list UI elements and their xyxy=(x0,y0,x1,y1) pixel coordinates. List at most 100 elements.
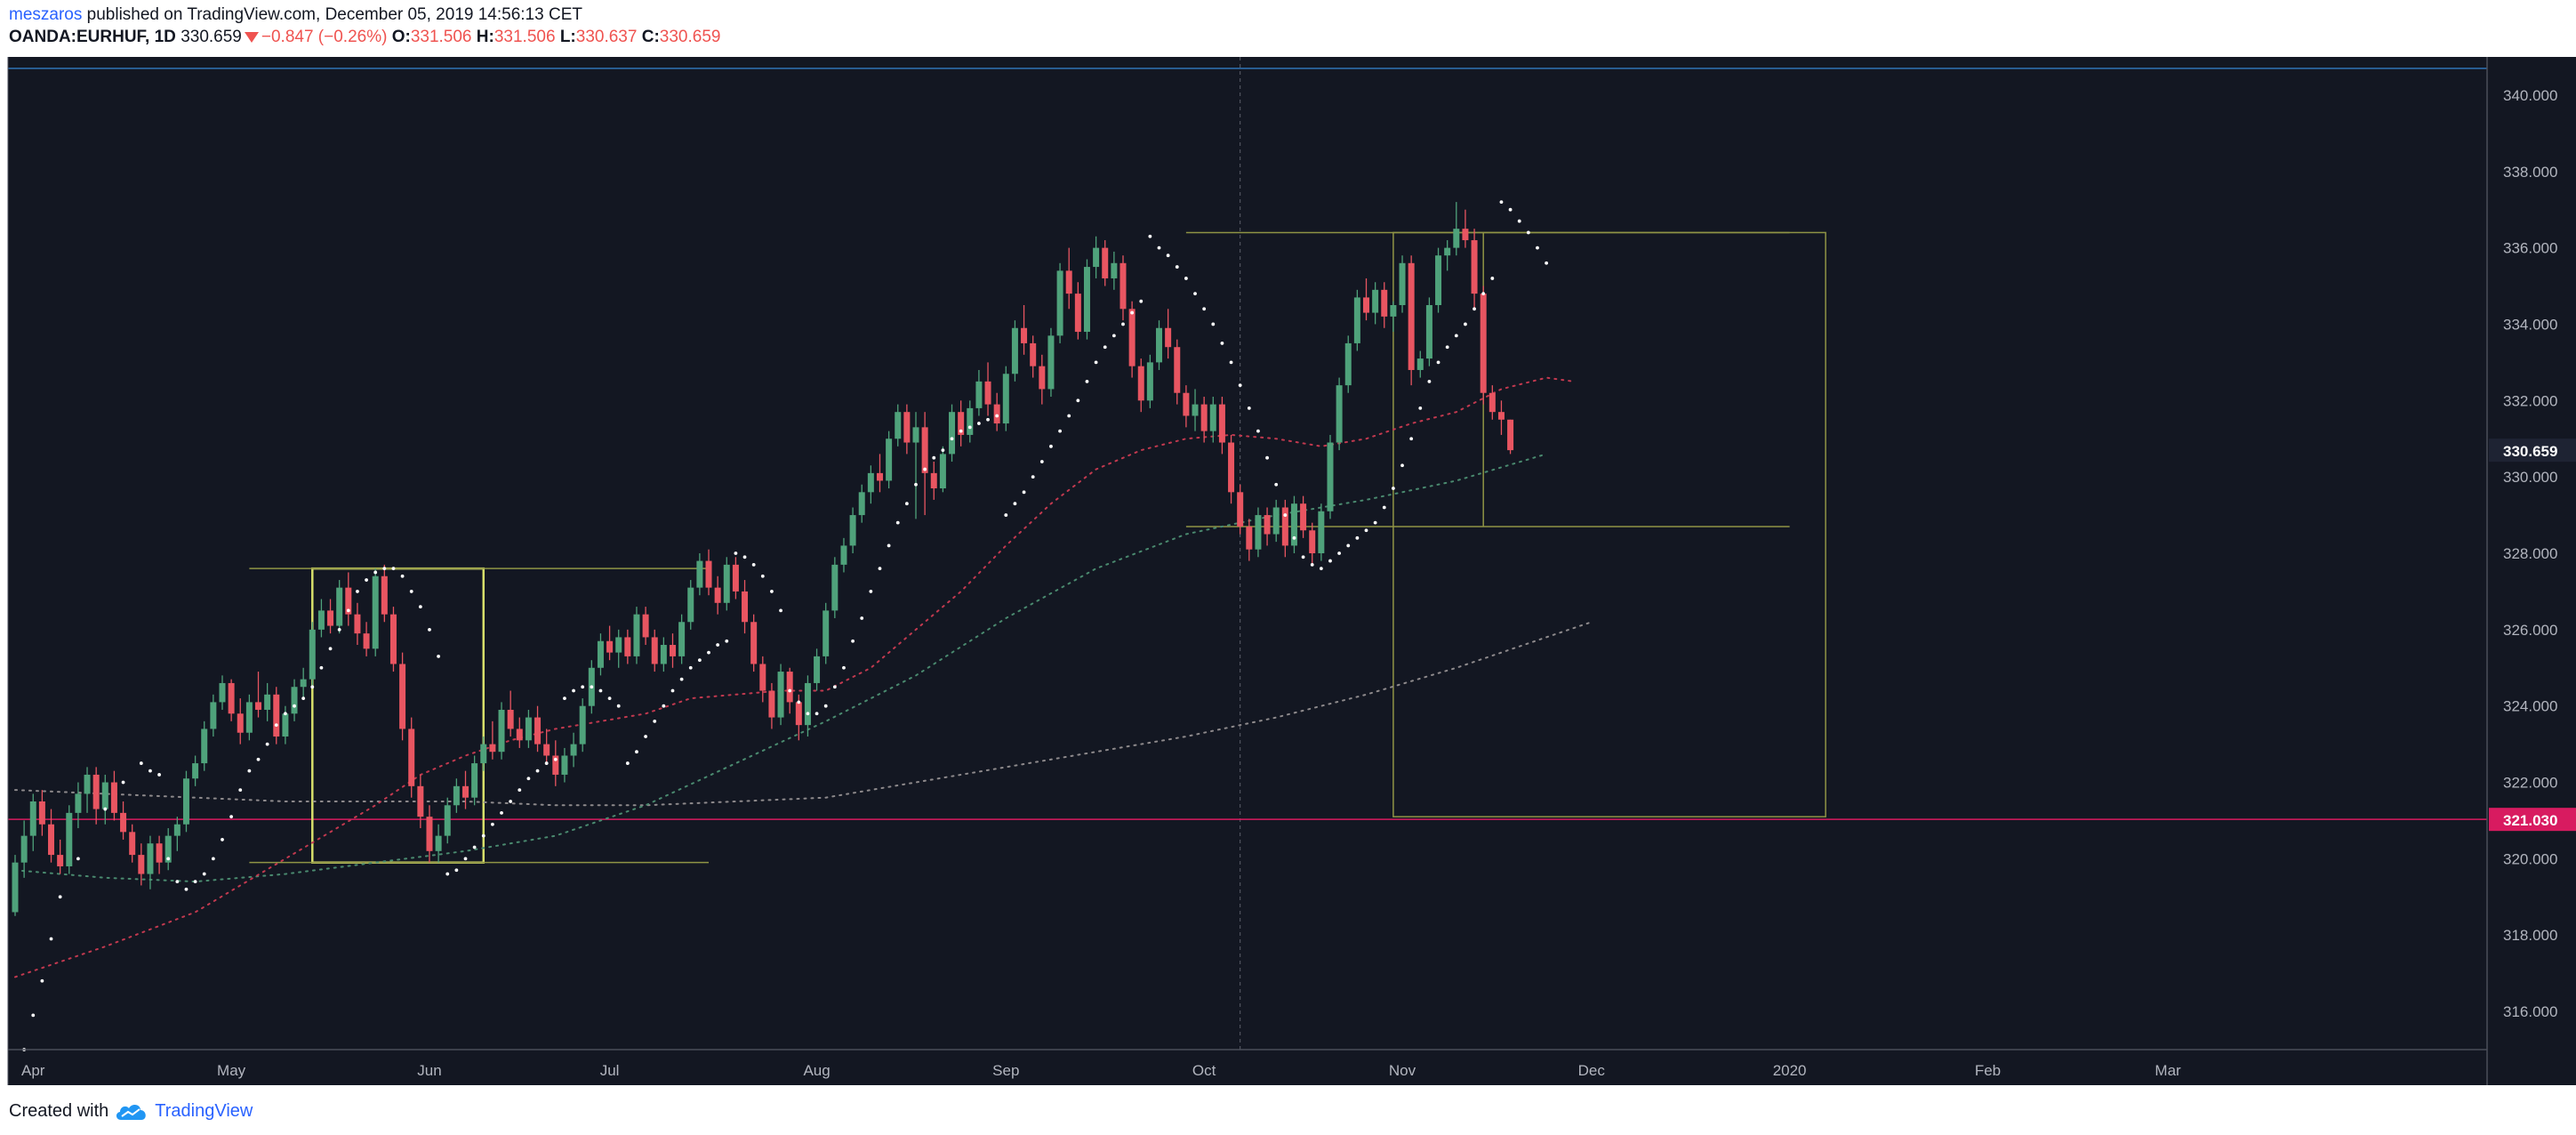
sar-dot xyxy=(779,608,782,613)
candle-body xyxy=(984,381,991,405)
sar-dot xyxy=(581,685,585,689)
candle-body xyxy=(129,832,136,856)
candle-body xyxy=(282,713,289,737)
author-link[interactable]: meszaros xyxy=(9,5,83,24)
sar-dot xyxy=(1436,360,1440,365)
candle xyxy=(345,572,352,626)
candle xyxy=(1119,255,1127,321)
sar-dot xyxy=(941,448,945,453)
sar-dot xyxy=(1445,345,1449,350)
tradingview-brand-link[interactable]: TradingView xyxy=(155,1101,253,1121)
candle-body xyxy=(1435,255,1442,305)
time-tick-label: Sep xyxy=(992,1062,1019,1079)
price-tick-label: 322.000 xyxy=(2503,775,2557,792)
time-tick-label: May xyxy=(217,1062,246,1079)
sar-dot xyxy=(616,704,621,708)
candle xyxy=(417,774,424,829)
price-tick-label: 324.000 xyxy=(2503,698,2557,715)
candle xyxy=(597,633,604,676)
price-tick-label: 326.000 xyxy=(2503,622,2557,639)
sar-dot xyxy=(1211,322,1216,326)
candle-body xyxy=(245,702,253,733)
candle xyxy=(867,465,874,504)
candle-body xyxy=(255,702,262,710)
candle xyxy=(389,607,397,672)
candle-body xyxy=(876,472,883,481)
sar-dot xyxy=(1382,505,1386,510)
sar-dot xyxy=(356,590,359,593)
price-tick-label: 318.000 xyxy=(2503,927,2557,944)
sar-dot xyxy=(1481,292,1486,296)
candle-body xyxy=(1344,342,1352,386)
candle xyxy=(742,580,749,634)
candle xyxy=(489,720,496,760)
sar-dot xyxy=(319,665,324,670)
candle xyxy=(408,717,415,798)
candle xyxy=(1002,366,1009,431)
candle-body xyxy=(210,702,217,729)
candle-body xyxy=(1119,262,1127,310)
candle-body xyxy=(182,778,189,825)
time-tick-label: Oct xyxy=(1192,1062,1216,1079)
price-tick-label: 340.000 xyxy=(2503,87,2557,104)
candle-body xyxy=(444,805,451,836)
candle xyxy=(1344,335,1352,393)
candle-body xyxy=(1111,262,1118,278)
candle xyxy=(516,717,523,748)
candle-body xyxy=(219,682,226,703)
last-price: 330.659 xyxy=(181,28,242,46)
candle-body xyxy=(1011,327,1018,374)
candle-body xyxy=(471,763,478,798)
candle-body xyxy=(949,412,956,455)
candle xyxy=(1264,507,1271,546)
candle-body xyxy=(1416,358,1424,370)
sar-dot xyxy=(697,658,702,663)
sar-dot xyxy=(725,639,729,643)
down-arrow-icon xyxy=(244,31,259,43)
sar-dot xyxy=(518,788,522,793)
sar-dot xyxy=(923,467,927,471)
candle xyxy=(975,369,983,416)
candle xyxy=(1093,236,1100,278)
high-value: 331.506 xyxy=(494,28,556,46)
candle xyxy=(354,602,361,646)
sar-dot xyxy=(995,414,999,418)
sar-dot xyxy=(265,742,269,746)
sar-dot xyxy=(932,455,936,460)
candle xyxy=(1218,397,1225,455)
candle-body xyxy=(606,640,614,653)
sar-dot xyxy=(535,769,540,773)
low-value: 330.637 xyxy=(575,28,638,46)
candle-body xyxy=(678,622,686,656)
candle-body xyxy=(867,472,874,493)
candle xyxy=(958,400,965,447)
sar-dot xyxy=(544,761,549,765)
sar-dot xyxy=(986,417,990,422)
sar-dot xyxy=(1499,200,1504,205)
sar-dot xyxy=(1427,379,1432,383)
candle xyxy=(210,694,217,737)
candle-body xyxy=(408,728,415,786)
candle-body xyxy=(1192,404,1199,416)
candle-body xyxy=(66,812,73,866)
candle-body xyxy=(228,682,235,714)
candle xyxy=(1507,419,1514,455)
candle-body xyxy=(1218,404,1225,443)
sar-dot xyxy=(166,857,171,861)
sar-dot xyxy=(1184,277,1188,280)
candle xyxy=(967,400,974,443)
sar-dot xyxy=(878,567,882,571)
sar-dot xyxy=(1346,543,1351,548)
candle-body xyxy=(120,812,127,833)
open-value: 331.506 xyxy=(410,28,472,46)
candle xyxy=(750,614,758,672)
candle xyxy=(75,782,82,829)
candle-body xyxy=(480,744,487,764)
candle-body xyxy=(291,687,298,714)
sar-dot xyxy=(121,780,125,785)
candle-body xyxy=(1165,327,1172,348)
candle-body xyxy=(742,591,749,623)
sar-dot xyxy=(688,665,693,670)
sar-dot xyxy=(1364,528,1368,533)
